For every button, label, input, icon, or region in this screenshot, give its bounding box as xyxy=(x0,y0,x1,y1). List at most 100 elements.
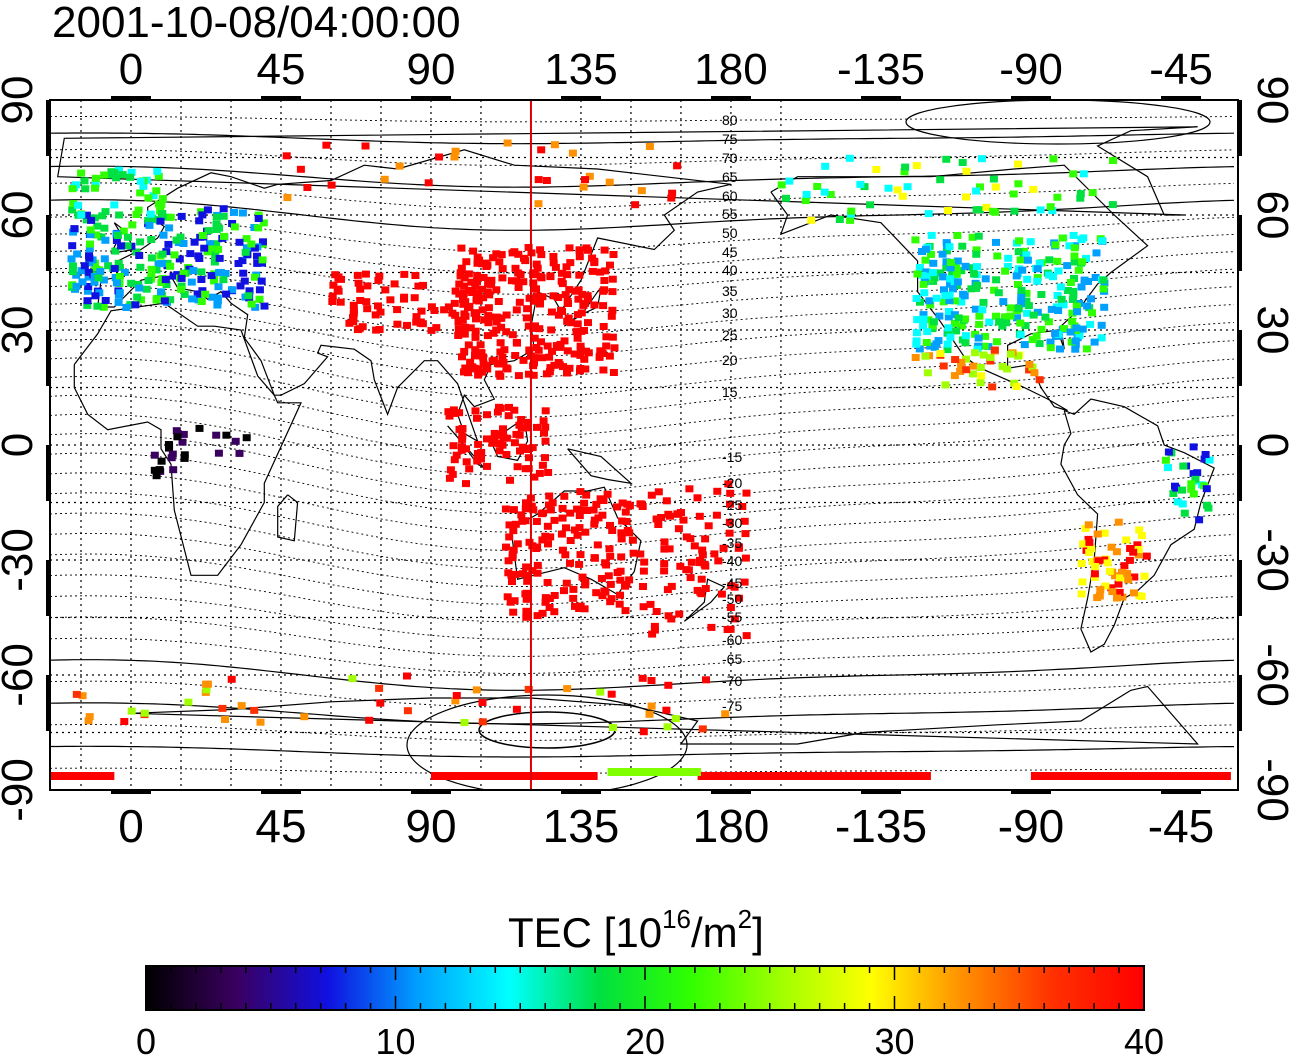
tec-data-point xyxy=(1051,329,1060,337)
tec-data-point xyxy=(598,511,607,519)
tec-data-point xyxy=(112,279,121,287)
tec-data-point xyxy=(1046,203,1055,211)
tec-data-point xyxy=(1076,194,1085,202)
tec-data-point xyxy=(650,622,659,630)
contour-label: 65 xyxy=(722,169,738,185)
contour-line xyxy=(50,595,1235,640)
contour-label: 75 xyxy=(722,131,738,147)
tec-data-point xyxy=(607,690,616,698)
tec-data-point xyxy=(561,551,570,559)
tec-data-point xyxy=(600,277,609,284)
tec-data-point xyxy=(714,557,723,565)
tec-data-point xyxy=(535,325,544,333)
tec-data-point xyxy=(354,279,363,287)
tec-data-point xyxy=(464,369,472,377)
tec-data-point xyxy=(519,278,528,286)
tec-data-point xyxy=(345,319,354,327)
tec-data-point xyxy=(235,449,244,457)
tec-data-point xyxy=(1059,301,1068,309)
tec-data-point xyxy=(1101,582,1110,590)
tec-data-point xyxy=(247,240,256,248)
tec-data-point xyxy=(203,680,212,688)
tec-data-point xyxy=(593,541,602,549)
tec-data-point xyxy=(950,372,959,380)
tec-data-point xyxy=(113,232,122,239)
tec-data-point xyxy=(522,613,531,621)
tec-data-point xyxy=(460,310,469,318)
tec-data-point xyxy=(371,311,380,319)
tec-data-point xyxy=(1022,297,1031,305)
tec-data-point xyxy=(529,362,538,370)
tec-data-point xyxy=(618,517,627,525)
tec-data-point xyxy=(646,600,655,608)
tec-data-point xyxy=(903,183,912,191)
tec-data-point xyxy=(693,494,702,502)
tec-data-point xyxy=(512,338,521,346)
tec-data-point xyxy=(506,476,514,484)
tec-data-point xyxy=(698,725,707,733)
tec-data-point xyxy=(650,626,659,634)
tec-data-point xyxy=(440,306,449,314)
tec-data-point xyxy=(872,166,881,173)
tec-data-point xyxy=(1018,266,1027,274)
tec-data-point xyxy=(665,545,674,553)
tec-data-point xyxy=(448,470,457,478)
tec-data-point xyxy=(1017,297,1026,305)
tec-data-point xyxy=(1077,590,1086,598)
tec-data-point xyxy=(603,490,612,498)
contour-label: 60 xyxy=(722,188,738,204)
tec-data-point xyxy=(726,489,735,497)
tec-data-point xyxy=(616,576,625,584)
tec-data-point xyxy=(250,244,259,252)
tec-data-point xyxy=(530,354,539,362)
tec-data-point xyxy=(616,567,625,575)
top-frame-bar xyxy=(411,96,451,101)
tec-data-point xyxy=(393,306,402,314)
tec-data-point xyxy=(667,582,676,590)
tec-data-point xyxy=(179,240,188,247)
tec-data-point xyxy=(557,306,565,314)
tec-data-point xyxy=(1134,546,1143,553)
tec-data-point xyxy=(541,454,549,462)
tec-data-point xyxy=(1189,490,1198,498)
tec-data-point xyxy=(195,217,204,225)
tec-data-point xyxy=(543,522,552,530)
tec-data-point xyxy=(473,414,481,422)
tec-data-point xyxy=(508,331,517,339)
tec-data-point xyxy=(124,233,132,241)
tec-data-point xyxy=(1112,548,1121,556)
tec-data-point xyxy=(929,269,937,277)
tec-data-point xyxy=(115,166,123,174)
tec-data-point xyxy=(1134,551,1143,559)
tec-data-point xyxy=(505,533,514,541)
tec-data-point xyxy=(961,262,970,270)
tec-data-point xyxy=(1114,580,1123,588)
tec-data-point xyxy=(548,347,556,355)
tec-data-point xyxy=(608,306,617,314)
tec-data-point xyxy=(349,301,358,309)
tec-data-point xyxy=(469,247,478,255)
tec-data-point xyxy=(1077,283,1086,291)
contour-line xyxy=(50,659,1235,691)
contour-line xyxy=(50,702,1235,725)
tec-data-point xyxy=(1006,350,1015,358)
tec-data-point xyxy=(970,270,979,278)
tec-data-point xyxy=(701,535,710,543)
tec-data-point xyxy=(499,359,508,366)
tec-data-point xyxy=(395,162,404,170)
tec-data-point xyxy=(71,181,80,189)
tec-data-point xyxy=(110,201,119,209)
tec-data-point xyxy=(566,537,575,544)
tec-data-point xyxy=(932,340,941,348)
tec-data-point xyxy=(652,608,661,615)
contour-line xyxy=(50,553,1235,605)
tec-data-point xyxy=(928,322,937,330)
tec-data-point xyxy=(979,298,988,306)
tec-data-point xyxy=(969,370,977,378)
tec-data-point xyxy=(503,365,512,373)
tec-data-point xyxy=(558,269,566,277)
tec-data-point xyxy=(1077,236,1086,244)
tec-data-point xyxy=(139,182,148,190)
tec-data-point xyxy=(496,348,505,356)
tec-data-point xyxy=(1108,588,1117,596)
